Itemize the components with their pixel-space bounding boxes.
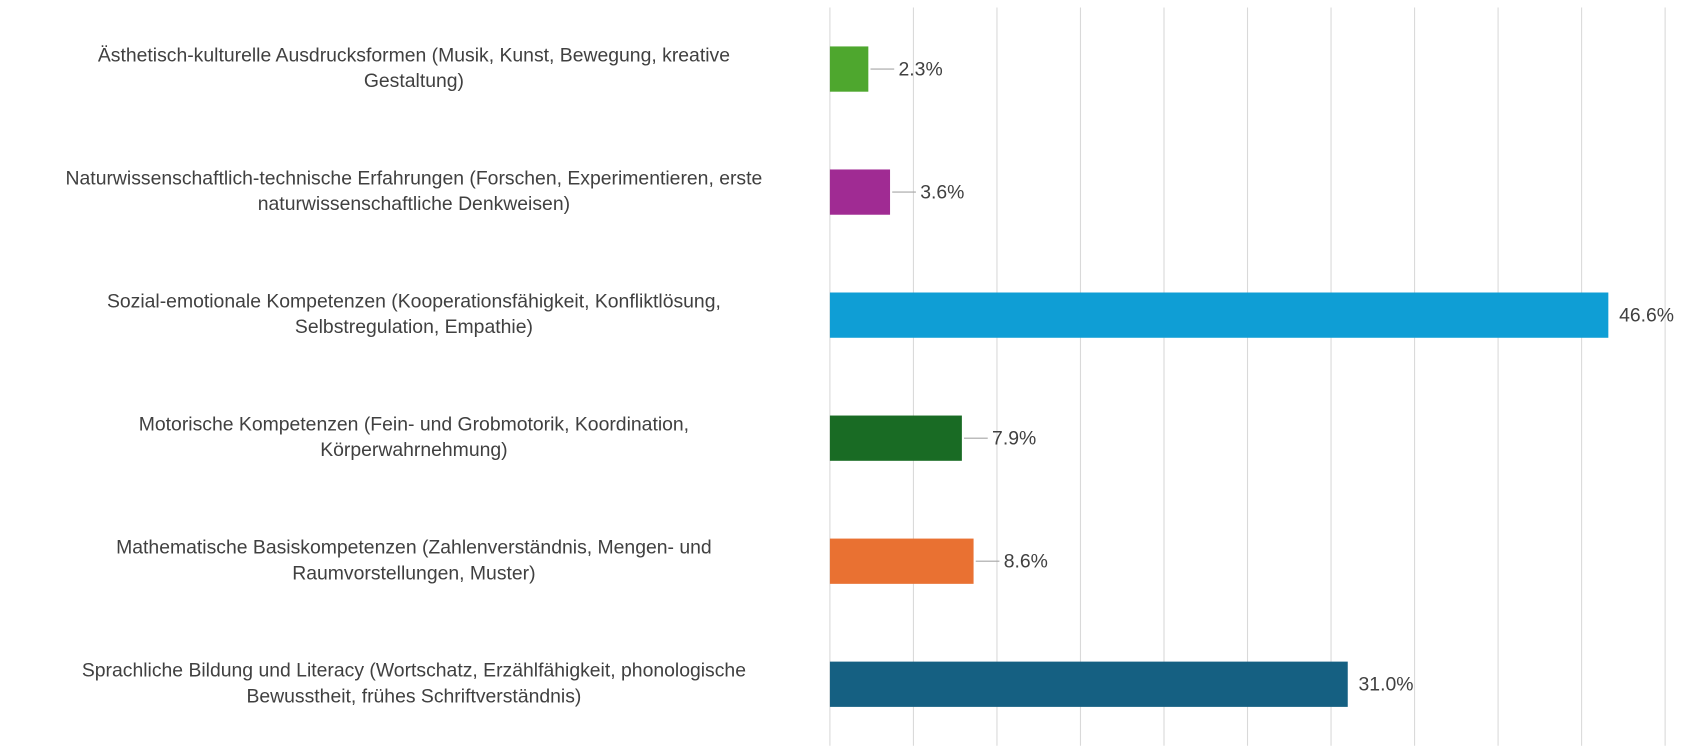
- y-tick-label: Motorische Kompetenzen (Fein- und Grobmo…: [139, 413, 689, 435]
- bar: [829, 538, 974, 584]
- data-label: 7.9%: [992, 427, 1036, 449]
- data-label: 31.0%: [1359, 673, 1414, 695]
- data-label: 46.6%: [1619, 304, 1674, 326]
- y-tick-label: Körperwahrnehmung): [320, 439, 507, 461]
- bar: [829, 292, 1609, 338]
- y-tick-label: Mathematische Basiskompetenzen (Zahlenve…: [116, 536, 712, 558]
- y-tick-label: Raumvorstellungen, Muster): [292, 562, 535, 584]
- bar: [829, 415, 962, 461]
- y-tick-label: Selbstregulation, Empathie): [295, 316, 533, 338]
- bar: [829, 46, 869, 92]
- bar: [829, 169, 891, 215]
- data-label: 3.6%: [920, 181, 964, 203]
- y-tick-label: Sozial-emotionale Kompetenzen (Kooperati…: [107, 290, 721, 312]
- y-tick-label: Ästhetisch-kulturelle Ausdrucksformen (M…: [98, 44, 730, 66]
- bar: [829, 661, 1348, 707]
- y-tick-label: naturwissenschaftliche Denkweisen): [258, 193, 570, 215]
- y-tick-label: Naturwissenschaftlich-technische Erfahru…: [66, 167, 763, 189]
- y-tick-label: Sprachliche Bildung und Literacy (Wortsc…: [82, 659, 746, 681]
- data-label: 8.6%: [1004, 550, 1048, 572]
- y-tick-label: Bewusstheit, frühes Schriftverständnis): [246, 685, 581, 707]
- y-tick-label: Gestaltung): [364, 70, 464, 92]
- data-label: 2.3%: [899, 58, 943, 80]
